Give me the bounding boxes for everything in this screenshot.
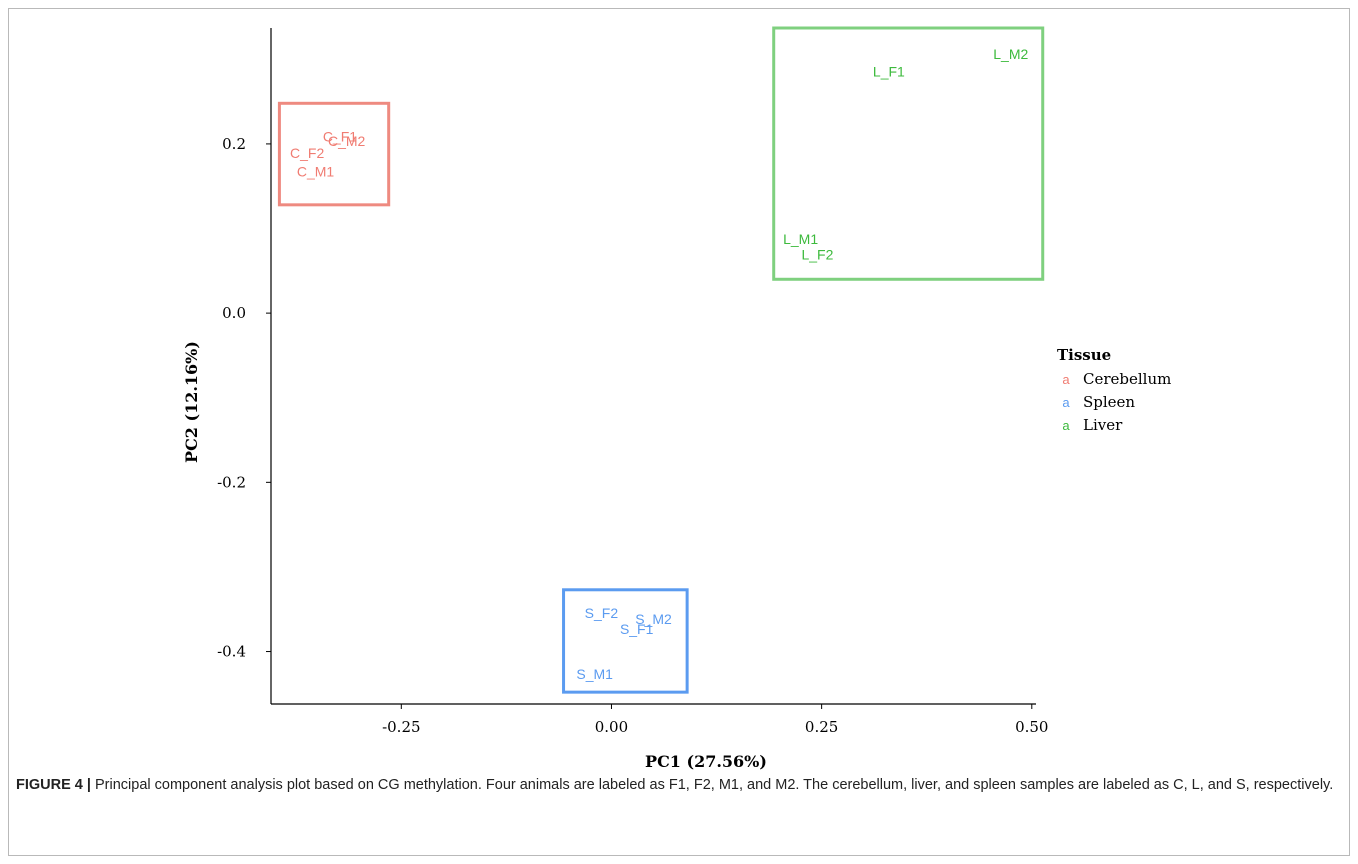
point-label-s-m1: S_M1 bbox=[576, 666, 613, 682]
y-axis-ticks: 0.2 0.0 -0.2 -0.4 bbox=[217, 135, 271, 661]
cluster-box-liver bbox=[772, 26, 1045, 281]
point-label-c-f2: C_F2 bbox=[290, 145, 324, 161]
y-axis-title: PC2 (12.16%) bbox=[182, 341, 201, 463]
x-tick-label: 0.50 bbox=[1015, 718, 1048, 736]
plot-axes bbox=[270, 28, 1036, 705]
point-label-s-m2: S_M2 bbox=[635, 611, 672, 627]
point-label-l-m2: L_M2 bbox=[993, 46, 1028, 62]
point-label-c-m1: C_M1 bbox=[297, 163, 335, 179]
legend-key-cerebellum: a bbox=[1062, 372, 1070, 387]
point-label-c-m2: C_M2 bbox=[328, 133, 366, 149]
figure-frame bbox=[8, 8, 1350, 856]
legend-label-cerebellum: Cerebellum bbox=[1083, 370, 1171, 388]
legend-key-liver: a bbox=[1062, 418, 1070, 433]
y-tick-label: 0.0 bbox=[222, 304, 246, 322]
x-axis-title: PC1 (27.56%) bbox=[645, 752, 767, 770]
cluster-box-spleen bbox=[562, 588, 689, 694]
y-tick-label: 0.2 bbox=[222, 135, 246, 153]
pca-scatter-plot: -0.25 0.00 0.25 0.50 0.20.0-0.2-0.4 C_F1C_M… bbox=[182, 26, 1171, 770]
point-label-l-f2: L_F2 bbox=[801, 246, 833, 262]
caption-text: Principal component analysis plot based … bbox=[90, 777, 1334, 793]
point-label-l-f1: L_F1 bbox=[873, 64, 905, 80]
figure-caption: FIGURE 4 | Principal component analysis … bbox=[16, 775, 1336, 796]
point-label-s-f2: S_F2 bbox=[585, 605, 619, 621]
point-labels: C_F1C_M2C_F2 C_M1 L_M2 L_F1 L_M1L_F2 S_F2 S_M2… bbox=[290, 46, 1028, 682]
x-axis-ticks: -0.25 0.00 0.25 0.50 bbox=[382, 704, 1048, 736]
caption-figure-label: FIGURE 4 | bbox=[16, 777, 91, 793]
legend-title: Tissue bbox=[1057, 346, 1111, 364]
legend-label-spleen: Spleen bbox=[1083, 393, 1135, 411]
x-tick-label: 0.00 bbox=[595, 718, 628, 736]
cluster-boxes bbox=[277, 26, 1045, 694]
point-label-s-f1: S_F1 bbox=[620, 621, 654, 637]
x-tick-label: 0.25 bbox=[805, 718, 838, 736]
point-label-c-f1: C_F1 bbox=[323, 129, 357, 145]
y-tick-label: -0.4 bbox=[217, 643, 246, 661]
x-tick-label: -0.25 bbox=[382, 718, 420, 736]
point-label-l-m1: L_M1 bbox=[783, 231, 818, 247]
cluster-box-cerebellum bbox=[277, 101, 391, 207]
legend-label-liver: Liver bbox=[1083, 416, 1123, 434]
y-tick-label: -0.2 bbox=[217, 473, 246, 491]
legend-key-spleen: a bbox=[1062, 395, 1070, 410]
